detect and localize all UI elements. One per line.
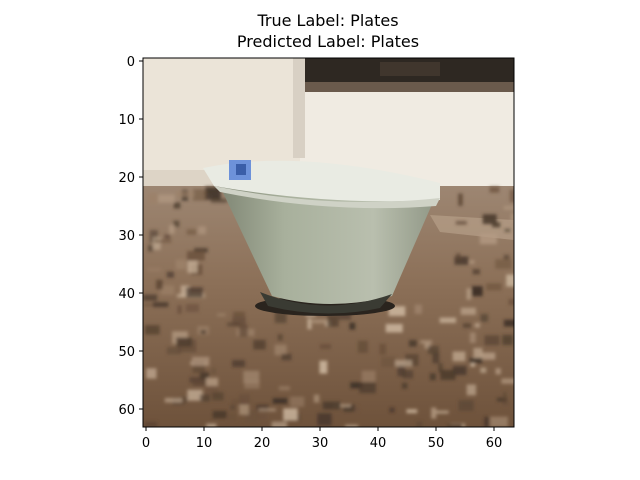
y-tick-label: 60 [118, 403, 135, 418]
x-tick-label: 30 [312, 436, 329, 451]
y-tick-label: 10 [118, 113, 135, 128]
title-true-label: True Label: Plates [257, 11, 399, 30]
x-tick-label: 40 [370, 436, 387, 451]
x-axis: 0 10 20 30 40 50 60 [142, 427, 502, 451]
x-tick-label: 0 [142, 436, 150, 451]
x-tick-label: 50 [428, 436, 445, 451]
title-predicted-label: Predicted Label: Plates [236, 32, 420, 51]
x-tick-label: 20 [254, 436, 271, 451]
y-axis: 0 10 20 30 40 50 60 [118, 55, 143, 418]
y-tick-label: 40 [118, 287, 135, 302]
x-tick-label: 10 [196, 436, 213, 451]
axes-frame [142, 57, 515, 428]
figure-title: True Label: Plates Predicted Label: Plat… [0, 10, 640, 52]
y-tick-label: 30 [118, 229, 135, 244]
y-tick-label: 50 [118, 345, 135, 360]
y-tick-label: 20 [118, 171, 135, 186]
y-tick-label: 0 [127, 55, 135, 70]
x-tick-label: 60 [486, 436, 503, 451]
bowl-photo [143, 58, 514, 427]
